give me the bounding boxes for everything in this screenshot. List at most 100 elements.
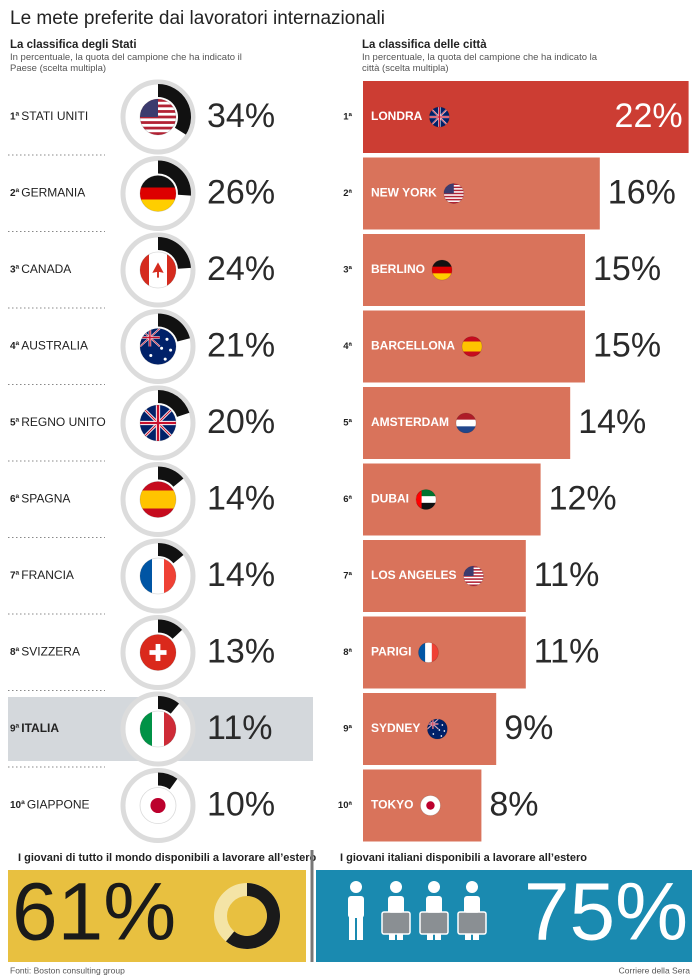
- category-label: REGNO UNITO: [21, 415, 105, 429]
- category-label: GIAPPONE: [27, 798, 90, 812]
- flag: [140, 405, 176, 441]
- value-label: 13%: [207, 632, 275, 670]
- category-label: GERMANIA: [21, 186, 85, 200]
- value-label: 11%: [534, 556, 600, 594]
- suitcase: [381, 911, 411, 935]
- flag-part: [463, 584, 484, 586]
- flag-part: [140, 121, 176, 124]
- person-body: [348, 896, 364, 918]
- panel-title: I giovani italiani disponibili a lavorar…: [340, 852, 587, 864]
- person-head: [390, 881, 402, 893]
- big-value: 61%: [12, 867, 176, 958]
- flag-part: [463, 578, 484, 580]
- value-label: 16%: [608, 173, 676, 211]
- flag-part: [463, 581, 484, 583]
- flag-part: [164, 711, 176, 747]
- bar: [363, 157, 600, 230]
- flag: [140, 711, 176, 747]
- flag: [443, 183, 464, 204]
- flag-part: [416, 489, 436, 497]
- flag-part: [140, 490, 176, 509]
- category-label: ITALIA: [21, 721, 59, 735]
- flag-part: [164, 558, 176, 594]
- flag: [456, 413, 476, 433]
- value-label: 8%: [489, 785, 538, 823]
- flag-part: [432, 260, 452, 268]
- category-label: LONDRA: [371, 109, 423, 123]
- rank-label: 1ª: [10, 112, 20, 123]
- flag-outline: [139, 98, 177, 136]
- flag-part: [152, 711, 165, 747]
- flag-part: [165, 337, 169, 341]
- flag-outline: [139, 251, 177, 289]
- flag: [462, 336, 482, 357]
- value-label: 12%: [549, 479, 617, 517]
- page-title: Le mete preferite dai lavoratori interna…: [10, 8, 385, 29]
- person-leg: [357, 916, 363, 940]
- flag-outline: [139, 328, 177, 365]
- ring-arc: [158, 466, 184, 487]
- person-head: [350, 881, 362, 893]
- flag: [420, 795, 441, 816]
- rank-label: 4ª: [343, 341, 352, 352]
- suitcase: [457, 911, 487, 935]
- flag-part: [426, 801, 435, 810]
- flag-outline: [461, 336, 483, 357]
- flag-part: [456, 419, 476, 427]
- flag-part: [441, 724, 444, 726]
- rank-label: 2ª: [10, 188, 20, 199]
- suitcase: [419, 911, 449, 935]
- flag-part: [169, 348, 173, 352]
- flag-part: [432, 273, 452, 280]
- flag: [140, 175, 176, 212]
- flag-part: [431, 642, 439, 663]
- flag-part: [149, 353, 153, 358]
- flag-part: [462, 351, 482, 357]
- rank-label: 1ª: [343, 112, 352, 123]
- flag-part: [140, 558, 153, 594]
- credit: Corriere della Sera: [619, 965, 691, 975]
- rank-label: 2ª: [343, 188, 352, 199]
- rank-label: 9ª: [10, 724, 20, 735]
- flag-part: [416, 489, 422, 510]
- category-label: BARCELLONA: [371, 339, 455, 353]
- bar: [363, 234, 585, 306]
- flag: [140, 787, 176, 824]
- flag: [140, 634, 176, 671]
- flag-part: [140, 252, 150, 288]
- flag-part: [140, 175, 176, 188]
- flag: [140, 481, 176, 518]
- value-label: 15%: [593, 250, 661, 288]
- category-label: SYDNEY: [371, 721, 420, 735]
- rank-label: 10ª: [338, 800, 353, 811]
- flag-part: [140, 481, 176, 491]
- flag-part: [432, 266, 452, 274]
- flag-outline: [139, 404, 177, 442]
- flag-part: [152, 262, 164, 278]
- value-label: 24%: [207, 250, 275, 288]
- suitcase-handle: [466, 905, 478, 913]
- icon-share: [381, 881, 487, 940]
- category-label: STATI UNITI: [21, 109, 88, 123]
- flag-part: [140, 508, 176, 518]
- rank-label: 5ª: [343, 418, 352, 429]
- source: Fonti: Boston consulting group: [10, 965, 125, 975]
- value-label: 26%: [207, 173, 275, 211]
- rank-label: 3ª: [343, 265, 352, 276]
- flag-part: [443, 201, 464, 204]
- category-label: LOS ANGELES: [371, 568, 457, 582]
- flag-part: [443, 198, 464, 201]
- flag-part: [432, 733, 435, 735]
- flag-outline: [443, 183, 465, 204]
- value-label: 14%: [207, 479, 275, 517]
- value-label: 11%: [534, 632, 600, 670]
- bar: [363, 540, 526, 612]
- flag: [140, 328, 176, 365]
- flag-part: [416, 496, 436, 504]
- flag-outline: [139, 175, 177, 212]
- ring-arc: [158, 313, 190, 342]
- flag-part: [160, 346, 164, 350]
- value-label: 21%: [207, 326, 275, 364]
- flag-outline: [428, 106, 450, 128]
